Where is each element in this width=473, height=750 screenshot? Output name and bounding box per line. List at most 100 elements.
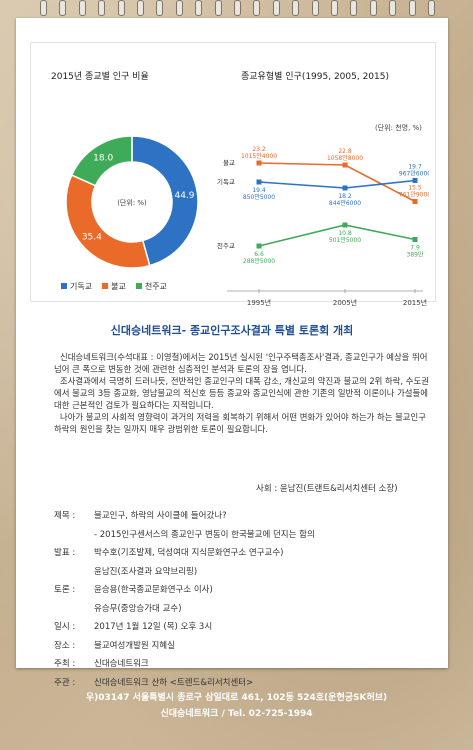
data-label: 19.7: [408, 164, 422, 171]
detail-value: 신대승네트워크 산하 <트렌드&리서치센터>: [94, 677, 254, 688]
data-label: 6.6: [254, 251, 264, 258]
binding-ring: [408, 0, 416, 16]
pie-slice-label: 35.4: [82, 233, 102, 243]
detail-row: 일시 : 2017년 1월 12일 (목) 오후 3시: [54, 618, 434, 637]
data-point: [412, 237, 418, 242]
data-label: 501만5000: [329, 236, 361, 244]
detail-value: 2017년 1월 12일 (목) 오후 3시: [94, 622, 213, 632]
legend-label: 기독교: [70, 282, 93, 291]
detail-value: 불교인구, 하락의 사이클에 들어갔나?: [94, 511, 227, 521]
detail-label: 주최 :: [54, 659, 76, 669]
data-label: 7.9: [410, 245, 420, 252]
data-label: 761만9000: [399, 191, 429, 199]
binding-ring: [117, 0, 125, 16]
paragraph: 나아가 불교의 사회적 영향력이 과거의 저력을 회복하기 위해서 어떤 변화가…: [54, 412, 426, 434]
legend-item: 천주교: [135, 281, 167, 292]
binding-ring: [253, 0, 261, 16]
data-label: 22.8: [338, 148, 352, 155]
pie-slice: [65, 174, 151, 269]
series-line: [258, 179, 416, 189]
line-chart-unit: (단위: 천명, %): [375, 124, 422, 132]
data-label: 1015만4000: [241, 152, 277, 160]
binding-ring: [389, 0, 397, 16]
data-label: 19.4: [252, 187, 266, 194]
pie-slice-label: 44.9: [174, 191, 194, 201]
detail-row: 토론 : 윤승용(한국종교문화연구소 이사): [54, 581, 434, 600]
detail-label: 일시 :: [54, 622, 76, 632]
data-point: [256, 179, 262, 185]
data-label: 850만5000: [243, 193, 275, 201]
binding-ring: [331, 0, 338, 16]
detail-label: 제목 :: [54, 511, 76, 521]
pie-slice-label: 18.0: [93, 154, 113, 164]
footer: 우)03147 서울특별시 종로구 삼일대로 461, 102동 524호(운현…: [0, 690, 473, 722]
binding-ring: [59, 0, 67, 16]
moderator: 사회 : 윤남진(트랜트&리서치센터 소장): [256, 484, 398, 494]
data-label: 15.5: [408, 185, 422, 192]
x-tick-label: 2015년: [403, 298, 427, 307]
detail-row: 제목 : 불교인구, 하락의 사이클에 들어갔나?: [54, 507, 434, 526]
data-label: 288만5000: [243, 257, 275, 265]
data-label: 967만6000: [399, 170, 429, 178]
binding-ring: [137, 0, 144, 16]
detail-label: 장소 :: [54, 640, 76, 651]
event-description: 신대승네트워크(수석대표 : 이영철)에서는 2015년 실시된 '인구주택총조…: [54, 351, 430, 435]
footer-address: 우)03147 서울특별시 종로구 삼일대로 461, 102동 524호(운현…: [85, 693, 388, 703]
binding-ring: [234, 0, 241, 16]
binding-ring: [428, 0, 435, 16]
detail-value: 신대승네트워크: [94, 659, 149, 669]
x-tick-label: 1995년: [247, 298, 271, 307]
data-label: 1058만8000: [327, 154, 363, 162]
binding-ring: [40, 0, 47, 16]
legend-swatch: [61, 283, 67, 289]
paragraph: 조사결과에서 극명히 드러나듯, 전반적인 종교인구의 대폭 감소, 개신교의 …: [54, 376, 429, 410]
charts-panel: 2015년 종교별 인구 비율 44.9 35.4 18.0 (단위: %) 종교유형…: [30, 42, 436, 307]
detail-value: 윤남진(조사결과 요약브리핑): [94, 566, 198, 577]
binding-ring: [311, 0, 319, 16]
pie-legend: 기독교 불교 천주교: [61, 281, 167, 292]
binding-ring: [292, 0, 300, 16]
event-title: 신대승네트워크- 종교인구조사결과 특별 토론회 개최: [110, 324, 354, 337]
pie-slice: [131, 135, 199, 267]
x-tick-label: 2005년: [333, 298, 357, 307]
line-chart-title: 종교유형별 인구(1995, 2005, 2015): [241, 72, 389, 82]
legend-item: 불교: [102, 281, 126, 292]
pie-chart-title: 2015년 종교별 인구 비율: [51, 72, 149, 82]
data-label: 10.8: [338, 230, 352, 237]
footer-contact: 신대승네트워크 / Tel. 02-725-1994: [160, 709, 313, 719]
binding-ring: [175, 0, 183, 16]
legend-swatch: [102, 283, 109, 289]
detail-row: 발표 : 박수호(기조발제, 덕성여대 지식문화연구소 연구교수): [54, 544, 434, 563]
data-label: 844만6000: [329, 199, 361, 207]
series-label: 기독교: [217, 177, 235, 186]
detail-row: 장소 : 불교여성개발원 지혜실: [54, 637, 434, 656]
data-point: [412, 178, 418, 183]
binding-ring: [98, 0, 106, 16]
data-point: [342, 162, 348, 168]
detail-value: 유승무(중앙승가대 교수): [94, 603, 182, 614]
binding-ring: [214, 0, 222, 16]
detail-label: 발표 :: [54, 548, 76, 558]
detail-label: 토론 :: [54, 585, 76, 595]
legend-item: 기독교: [61, 281, 92, 292]
paragraph: 신대승네트워크(수석대표 : 이영철)에서는 2015년 실시된 '인구주택총조…: [54, 352, 428, 374]
binding-ring: [272, 0, 280, 16]
detail-row: 주최 : 신대승네트워크: [54, 655, 434, 674]
detail-value: 박수호(기조발제, 덕성여대 지식문화연구소 연구교수): [94, 548, 284, 558]
binding-ring: [369, 0, 377, 16]
data-point: [342, 222, 348, 228]
data-label: 389만: [407, 251, 424, 259]
legend-swatch: [135, 283, 142, 289]
pie-slice: [70, 135, 133, 187]
detail-label: 주관 :: [54, 677, 76, 688]
series-label: 천주교: [217, 241, 235, 250]
detail-value: 불교여성개발원 지혜실: [94, 640, 175, 651]
data-point: [256, 243, 262, 249]
data-point: [256, 160, 262, 166]
event-details: 제목 : 불교인구, 하락의 사이클에 들어갔나? - 2015인구센서스의 종교…: [54, 507, 434, 692]
legend-label: 불교: [111, 282, 126, 291]
notice-card: 2015년 종교별 인구 비율 44.9 35.4 18.0 (단위: %) 종교유형…: [16, 18, 448, 688]
data-label: 23.2: [252, 146, 266, 153]
binding-ring: [78, 0, 86, 16]
